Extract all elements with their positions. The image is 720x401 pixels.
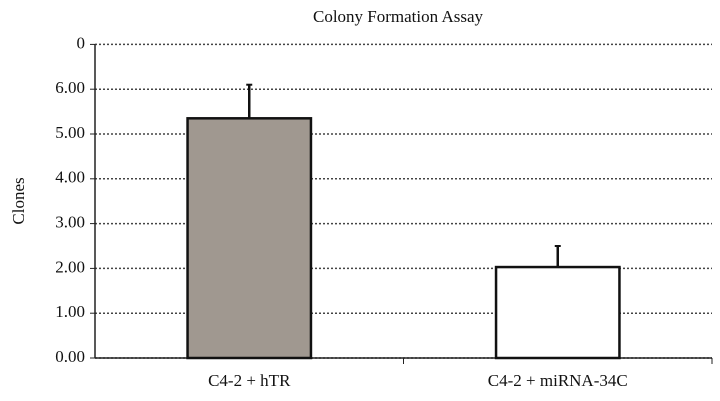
- chart-title: Colony Formation Assay: [313, 7, 484, 26]
- y-tick-label: 1.00: [55, 302, 85, 321]
- bar: [186, 117, 313, 360]
- y-tick-label: 2.00: [55, 257, 85, 276]
- y-tick-label: 6.00: [55, 78, 85, 97]
- y-tick-label: 5.00: [55, 123, 85, 142]
- y-tick-label: 4.00: [55, 168, 85, 187]
- x-tick-label: C4-2 + hTR: [208, 371, 291, 390]
- y-tick-label: 3.00: [55, 213, 85, 232]
- y-axis-label: Clones: [9, 177, 28, 224]
- x-tick-label: C4-2 + miRNA-34C: [488, 371, 628, 390]
- y-tick-label: 0.00: [55, 347, 85, 366]
- bar: [494, 265, 621, 360]
- y-tick-label: 0: [77, 33, 86, 52]
